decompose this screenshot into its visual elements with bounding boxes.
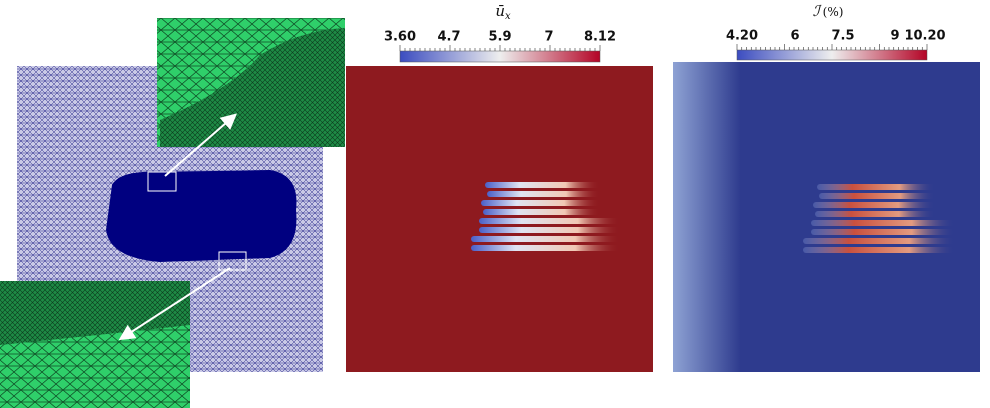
wake xyxy=(813,202,935,208)
wake xyxy=(815,211,935,217)
wake xyxy=(471,245,620,251)
tick-label: 4.7 xyxy=(437,30,460,45)
title-subscript: x xyxy=(505,11,511,22)
colorbar xyxy=(399,50,601,63)
tick-label: 7 xyxy=(544,30,553,45)
wake xyxy=(479,218,620,224)
colorbar xyxy=(736,49,928,61)
arrow xyxy=(118,267,231,341)
arrow xyxy=(164,113,238,177)
title-symbol: ū xyxy=(495,2,505,20)
tick-label: 4.20 xyxy=(726,29,758,44)
tick-label: 3.60 xyxy=(384,30,416,45)
zoom-box xyxy=(218,251,247,271)
zoom-box xyxy=(147,171,177,192)
wake xyxy=(483,209,600,215)
wake xyxy=(481,200,600,206)
wake xyxy=(811,229,955,235)
title-subscript: (%) xyxy=(823,5,844,19)
colorbar-ticks xyxy=(736,44,928,50)
inset-fine xyxy=(0,281,190,345)
wake xyxy=(819,193,935,199)
wake xyxy=(811,220,955,226)
colorbar-title: ūx xyxy=(495,2,511,22)
tick-label: 5.9 xyxy=(488,30,511,45)
colorbar-ticks xyxy=(399,45,601,51)
tick-label: 7.5 xyxy=(831,29,854,44)
wakes xyxy=(471,182,620,251)
refined-region xyxy=(106,170,297,262)
wake xyxy=(803,238,955,244)
tick-label: 6 xyxy=(790,29,799,44)
wake xyxy=(479,227,620,233)
wake xyxy=(817,184,935,190)
tick-label: 9 xyxy=(890,29,899,44)
wake xyxy=(487,191,600,197)
tick-label: 8.12 xyxy=(584,30,616,45)
tick-label: 10.20 xyxy=(904,29,945,44)
title-symbol: ℐ xyxy=(813,2,823,20)
inset-fine xyxy=(160,28,345,147)
wake xyxy=(485,182,600,188)
wakes xyxy=(803,184,955,253)
colorbar-title: ℐ (%) xyxy=(813,2,844,20)
wake xyxy=(471,236,620,242)
wake xyxy=(803,247,955,253)
